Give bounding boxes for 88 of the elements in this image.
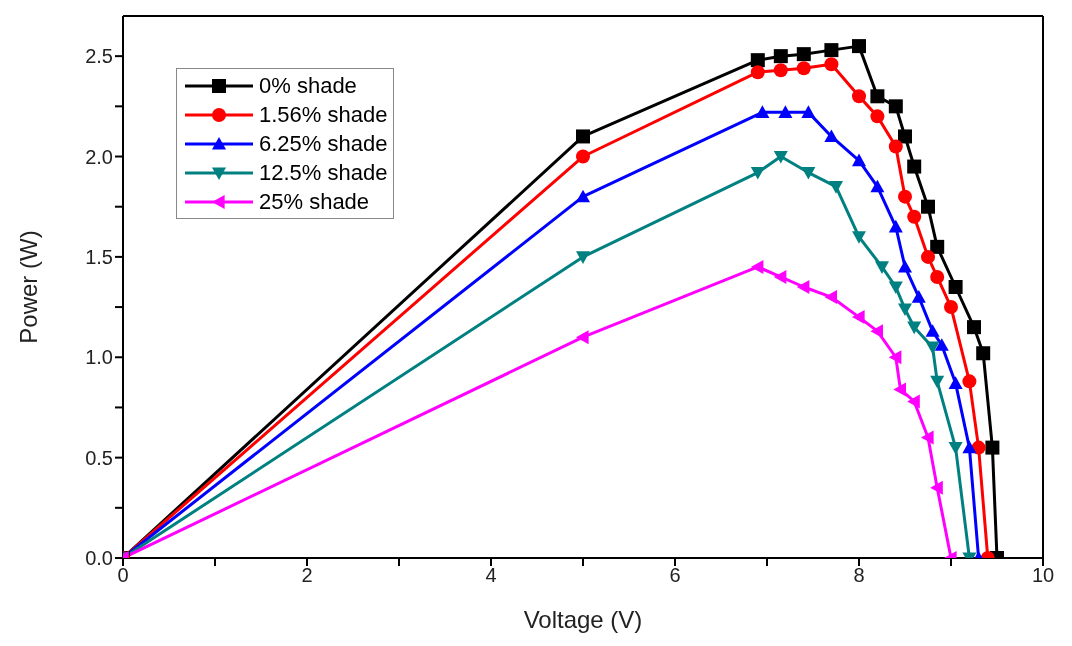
- point: [907, 394, 920, 409]
- y-tick-label: 2.0: [85, 145, 113, 168]
- point: [829, 181, 843, 194]
- y-axis-title: Power (W): [14, 230, 42, 344]
- point: [824, 290, 837, 305]
- point: [907, 209, 922, 224]
- point: [925, 341, 940, 355]
- y-tick-label: 1.5: [85, 245, 113, 268]
- point: [801, 105, 816, 118]
- y-tick-label: 0.5: [85, 446, 113, 469]
- x-axis-title: Voltage (V): [523, 606, 643, 633]
- point: [801, 166, 816, 180]
- point: [576, 129, 590, 144]
- point: [930, 480, 943, 495]
- point: [576, 149, 590, 164]
- point: [875, 261, 889, 274]
- point: [773, 49, 788, 64]
- point: [852, 310, 865, 325]
- point: [921, 430, 934, 445]
- point: [750, 166, 765, 180]
- point: [948, 376, 963, 389]
- point: [796, 280, 810, 294]
- point: [898, 303, 912, 317]
- point: [773, 63, 788, 78]
- point: [893, 382, 906, 397]
- point: [944, 300, 958, 315]
- point: [870, 89, 885, 104]
- point: [888, 99, 903, 114]
- point: [576, 251, 590, 264]
- point: [921, 199, 935, 214]
- y-tick-label: 1.0: [85, 346, 113, 369]
- point: [576, 189, 590, 203]
- x-tick-label: 0: [117, 564, 129, 587]
- point: [750, 53, 765, 68]
- point: [921, 249, 935, 264]
- point: [796, 47, 811, 62]
- legend-label: 25% shade: [259, 188, 370, 215]
- point: [852, 89, 866, 104]
- point: [888, 281, 903, 294]
- point: [948, 441, 963, 455]
- legend-label: 0% shade: [259, 72, 357, 99]
- point: [898, 129, 912, 144]
- legend-label: 1.56% shade: [259, 101, 388, 128]
- point: [948, 280, 963, 294]
- point: [907, 159, 922, 174]
- point: [925, 324, 940, 337]
- point: [852, 153, 866, 167]
- point: [888, 139, 903, 154]
- point: [967, 320, 981, 335]
- point: [773, 269, 787, 284]
- point: [778, 105, 793, 118]
- point: [911, 290, 926, 303]
- point: [750, 65, 765, 80]
- x-tick-label: 8: [853, 564, 865, 587]
- point: [870, 109, 885, 124]
- point: [930, 239, 945, 254]
- point: [870, 324, 883, 339]
- point: [898, 189, 912, 204]
- x-tick-label: 10: [1031, 564, 1055, 587]
- y-tick-label: 2.5: [85, 45, 113, 68]
- point: [962, 440, 977, 454]
- point: [824, 57, 839, 72]
- y-tick-label: 0.0: [85, 547, 113, 570]
- x-tick-label: 6: [669, 564, 681, 587]
- point: [824, 129, 839, 143]
- point: [930, 269, 945, 284]
- legend-label: 6.25% shade: [259, 130, 388, 157]
- point: [773, 150, 788, 164]
- point: [852, 39, 866, 54]
- point: [976, 346, 991, 361]
- point: [852, 231, 866, 244]
- point: [870, 179, 885, 193]
- point: [930, 375, 945, 389]
- legend-label: 12.5% shade: [259, 159, 388, 186]
- point: [755, 105, 770, 118]
- point: [907, 321, 922, 335]
- point: [985, 440, 1000, 455]
- x-tick-label: 2: [301, 564, 313, 587]
- point: [888, 219, 903, 233]
- point: [898, 259, 912, 273]
- point: [962, 374, 977, 389]
- point: [576, 330, 589, 345]
- point: [934, 338, 949, 351]
- point: [796, 61, 811, 76]
- point: [824, 43, 839, 58]
- x-tick-label: 4: [485, 564, 497, 587]
- point: [750, 259, 764, 274]
- point: [888, 350, 902, 365]
